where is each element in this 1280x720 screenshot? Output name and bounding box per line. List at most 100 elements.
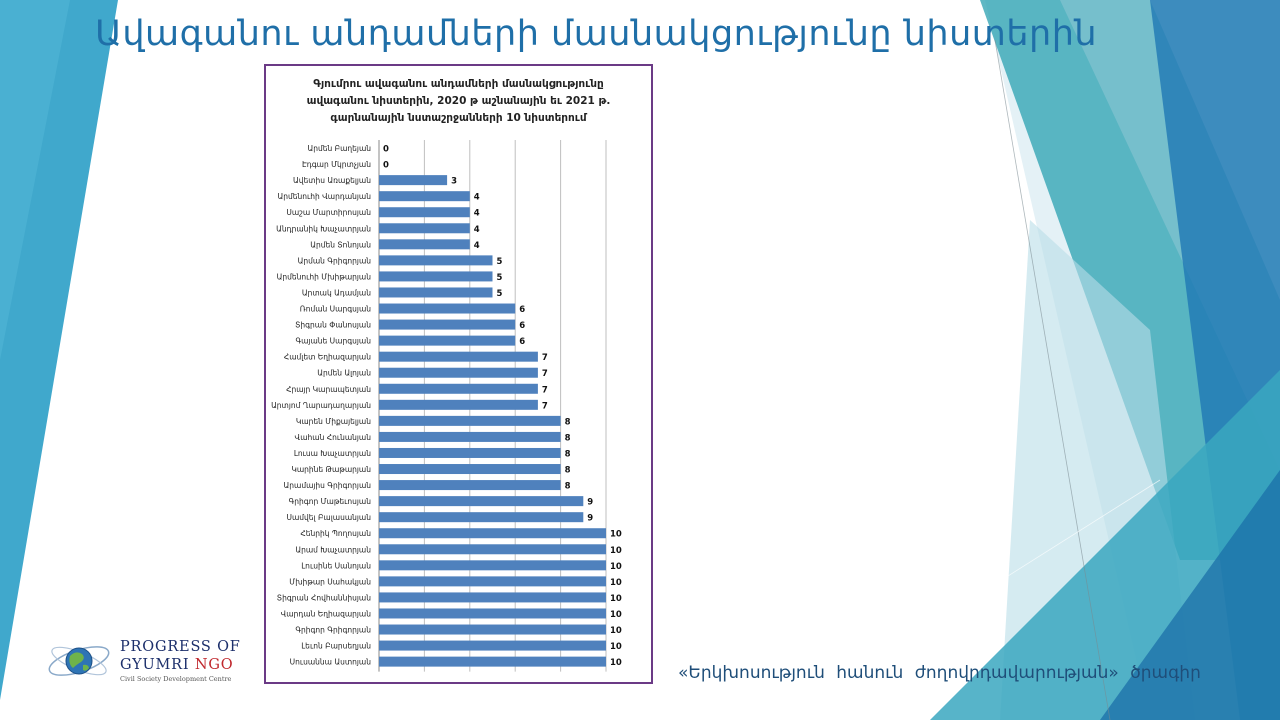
data-label: 8 [565,433,571,443]
bar [379,656,606,667]
data-label: 9 [587,498,593,508]
globe-orbit-icon [48,646,110,676]
data-label: 8 [565,466,571,476]
y-tick-label: Վարդան Եղիազարյան [281,609,372,618]
bar [379,191,470,202]
y-tick-label: Սաշա Մարտիրոսյան [286,208,371,217]
bar [379,512,584,523]
bar-chart: Արմեն Բաղեյան 0 Էդգար Մկրտչյան 0 Ավետիս Առաք… [271,140,622,672]
y-tick-label: Լեւոն Բարսեղյան [301,642,371,651]
bar [379,383,538,394]
y-tick-label: Արմեն Բաղեյան [307,144,371,153]
bar [379,335,516,346]
logo-ngo: NGO [194,657,234,673]
bar [379,624,606,635]
logo-line2: GYUMRI NGO [120,656,241,674]
data-label: 6 [519,305,525,315]
bar [379,271,493,282]
data-label: 8 [565,482,571,492]
bar [379,303,516,314]
chart-title-line: Գյումրու ավագանու անդամների մասնակցությո… [313,78,604,90]
data-label: 5 [497,273,503,283]
organization-logo: PROGRESS OF GYUMRI NGO Civil Society Dev… [46,634,276,690]
data-label: 10 [610,610,622,620]
y-tick-label: Արտակ Ադամյան [302,288,371,297]
bar [379,255,493,266]
y-tick-label: Էդգար Մկրտչյան [302,160,371,169]
y-tick-label: Կարինե Թաթարյան [291,465,371,474]
logo-text: PROGRESS OF GYUMRI NGO Civil Society Dev… [120,638,241,683]
data-label: 7 [542,401,548,411]
logo-line2-main: GYUMRI [120,657,190,673]
y-tick-label: Արմեն Տոնոյան [310,240,371,249]
data-label: 3 [451,177,457,187]
bar [379,528,606,539]
y-tick-label: Սամվել Բալասանյան [286,513,371,522]
y-tick-label: Կարեն Միքայելյան [296,417,371,426]
data-label: 4 [474,193,480,203]
bar [379,239,470,250]
data-label: 10 [610,594,622,604]
slide-title: Ավագանու անդամների մասնակցությունը նիստե… [95,14,1098,54]
data-label: 6 [519,321,525,331]
chart-frame: Գյումրու ավագանու անդամների մասնակցությո… [264,64,653,684]
bar [379,560,606,571]
bar [379,319,516,330]
y-tick-label: Տիգրան Փանոսյան [295,321,371,330]
y-tick-label: Արմենուհի Վարդանյան [277,192,371,201]
data-label: 10 [610,546,622,556]
data-label: 10 [610,530,622,540]
y-tick-label: Անդրանիկ Խաչատրյան [276,224,371,233]
bar [379,640,606,651]
data-label: 10 [610,658,622,668]
logo-subtitle: Civil Society Development Centre [120,675,232,683]
y-tick-label: Ավետիս Առաքելյան [293,176,371,185]
bar [379,496,584,507]
y-tick-label: Լուսինե Սանոյան [301,561,371,570]
bar [379,431,561,442]
data-label: 10 [610,626,622,636]
y-tick-label: Գրիգոր Մաթեւոսյան [289,497,372,506]
data-label: 8 [565,417,571,427]
data-label: 10 [610,562,622,572]
bar [379,399,538,410]
y-tick-label: Արամ Խաչատրյան [295,545,371,554]
chart-title-line: ավագանու նիստերին, 2020 թ աշնանային եւ 2… [306,95,611,107]
bar [379,608,606,619]
bar [379,415,561,426]
bar [379,576,606,587]
data-label: 7 [542,353,548,363]
y-tick-label: Հրայր Կարապետյան [286,385,371,394]
chart-title-line: գարնանային նստաշրջանների 10 նիստերում [330,112,587,124]
bar [379,480,561,491]
bar [379,287,493,298]
data-label: 9 [587,514,593,524]
data-label: 4 [474,241,480,251]
data-label: 4 [474,209,480,219]
data-label: 0 [383,145,389,155]
y-tick-label: Արմեն Ալոյան [317,369,371,378]
data-label: 4 [474,225,480,235]
program-caption: «Երկխոսություն հանուն ժողովրդավարության»… [678,663,1201,683]
y-tick-label: Տիգրան Հովհաննիսյան [277,593,371,602]
y-tick-label: Արտյոմ Ղարադաղարյան [271,401,371,410]
bar [379,464,561,475]
bar [379,447,561,458]
data-label: 5 [497,257,503,267]
y-tick-label: Արամայիս Գրիգորյան [284,481,372,490]
data-label: 8 [565,449,571,459]
y-tick-label: Համլետ Եղիազարյան [284,353,371,362]
y-tick-label: Վահան Հունանյան [295,433,372,442]
logo-line1: PROGRESS OF [120,639,241,655]
y-tick-label: Գրիգոր Գրիգորյան [295,626,371,635]
data-label: 6 [519,337,525,347]
bar [379,223,470,234]
y-tick-label: Արման Գրիգորյան [298,256,372,265]
y-tick-label: Ռոման Սարգսյան [300,305,371,314]
y-tick-label: Արմենուհի Մխիթարյան [277,272,372,281]
data-label: 7 [542,369,548,379]
data-label: 5 [497,289,503,299]
y-tick-label: Հենրիկ Պողոսյան [300,529,371,538]
chart-title: Գյումրու ավագանու անդամների մասնակցությո… [266,76,651,127]
